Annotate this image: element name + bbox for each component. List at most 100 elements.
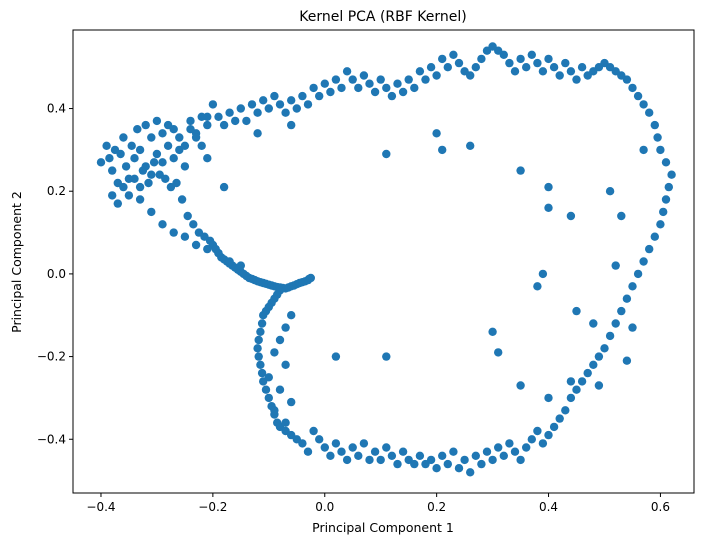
data-point [454,464,464,473]
data-point [544,54,553,64]
data-point [510,447,520,456]
data-point [135,195,145,204]
data-point [538,439,548,448]
data-point [438,451,447,460]
data-point [257,319,267,328]
data-point [303,447,313,456]
data-point [144,178,153,188]
data-point [544,203,553,212]
data-point [116,149,125,159]
data-point [254,335,263,345]
data-point [253,108,262,117]
data-point [421,75,430,84]
data-point [121,162,131,171]
data-point [326,87,335,97]
data-point [180,141,190,150]
data-point [544,182,553,192]
data-point [219,182,229,192]
chart-title: Kernel PCA (RBF Kernel) [299,9,466,25]
data-point [214,249,223,258]
data-point [449,50,458,59]
data-point [149,158,159,167]
data-point [659,207,668,217]
x-axis-label: Principal Component 1 [312,520,454,535]
data-point [281,108,290,117]
data-point [611,319,620,328]
data-point [443,459,452,469]
data-point [387,451,397,460]
data-point [191,240,201,250]
data-point [169,228,178,237]
data-point [667,170,676,179]
data-point [454,58,464,68]
data-point [253,129,262,138]
data-point [628,323,637,332]
data-point [135,145,145,155]
data-point [650,232,659,241]
data-point [348,75,357,84]
y-tick-label: −0.2 [37,350,66,364]
data-point [600,344,609,353]
data-point [127,141,136,150]
data-point [516,166,525,175]
data-point [611,261,620,270]
data-point [460,67,469,76]
data-point [622,356,632,365]
data-point [605,331,615,341]
data-point [147,207,156,217]
data-point [281,418,290,427]
data-point [471,451,480,460]
data-point [656,220,665,229]
data-point [516,54,525,64]
data-point [382,443,391,452]
data-point [398,447,408,456]
data-point [527,50,536,59]
data-point [287,96,296,105]
data-point [320,79,329,88]
data-point [639,257,648,266]
data-point [499,451,508,460]
data-point [130,174,139,183]
data-point [197,112,206,122]
data-point [348,443,357,452]
data-point [522,62,531,72]
data-point [533,426,542,436]
data-point [309,83,318,93]
data-point [656,145,665,155]
data-point [426,455,436,465]
data-point [622,294,632,303]
plot-frame [72,29,695,494]
data-point [175,133,184,142]
data-point [549,62,559,72]
data-point [561,406,570,415]
data-point [130,154,139,163]
data-point [264,104,273,113]
data-point [583,368,592,378]
data-point [645,108,654,117]
data-point [572,75,581,84]
data-point [365,79,374,88]
x-tick-label: 0.4 [539,500,558,514]
data-point [320,443,329,452]
data-point [315,435,324,444]
data-point [203,244,212,254]
data-point [180,162,190,171]
data-point [152,149,162,159]
data-point [141,162,150,171]
data-point [186,125,195,134]
data-point [410,83,419,93]
data-point [261,385,271,394]
data-point [488,327,497,336]
data-point [236,261,245,270]
data-point [577,377,587,386]
data-point [315,91,324,101]
data-point [141,120,150,130]
data-point [438,145,447,155]
data-point [147,133,156,142]
data-point [189,220,198,229]
data-point [555,414,564,423]
data-point [415,451,425,460]
data-point [281,360,290,369]
data-point [398,87,408,97]
